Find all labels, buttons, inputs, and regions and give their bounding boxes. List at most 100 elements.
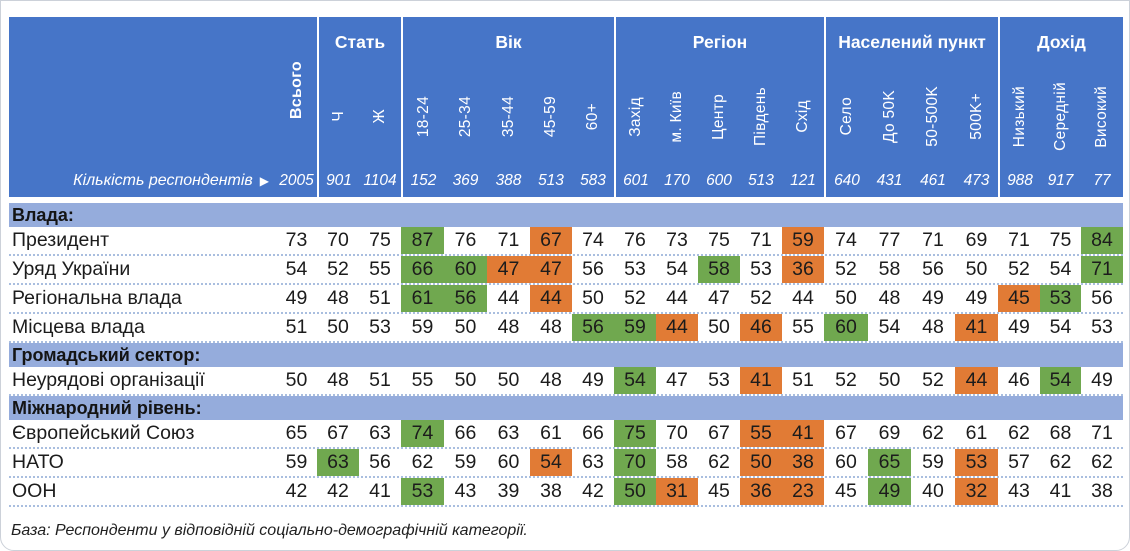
value-cell: 40: [922, 480, 944, 502]
respondent-count: 513: [748, 171, 774, 189]
table-row: Місцева влада 51 50 53 59 50 48 48 56 59 44 50 46 55 6…: [9, 314, 1123, 343]
value-cell: 71: [922, 229, 944, 251]
column-header: 500K+: [955, 69, 998, 164]
value-cell: 46: [1008, 369, 1030, 391]
value-cell: 48: [922, 316, 944, 338]
column-header-label: 50-500K: [924, 86, 941, 147]
value-cell: 67: [835, 422, 857, 444]
respondent-count: 121: [790, 171, 816, 189]
value-cell: 51: [369, 287, 391, 309]
value-cell: 69: [965, 229, 988, 251]
column-header: Ж: [359, 69, 401, 164]
value-cell: 63: [369, 422, 391, 444]
value-cell: 47: [708, 287, 730, 309]
column-header-label: 25-34: [456, 95, 474, 138]
value-cell: 60: [497, 451, 520, 473]
value-cell: 49: [1008, 316, 1030, 338]
value-cell: 44: [497, 287, 520, 309]
table-header: Всього Кількість респондентів ▶ Стать Ч Ж Ві…: [9, 17, 1123, 197]
value-cell: 71: [497, 229, 520, 251]
table-row: Президент 73 70 75 87 76 71 67 74 76 73 75 71 59 74 77 7…: [9, 227, 1123, 256]
value-cell: 38: [782, 449, 824, 476]
respondent-count: 461: [920, 171, 946, 189]
value-cell: 48: [327, 287, 349, 309]
value-cell: 51: [792, 369, 814, 391]
value-cell: 41: [782, 420, 824, 447]
value-cell: 56: [582, 258, 604, 280]
table-row: НАТО 59 63 56 62 59 60 54 63 70 58 62 50 38 60 65 59 53 57…: [9, 449, 1123, 478]
value-cell: 62: [708, 451, 730, 473]
group-label: Дохід: [998, 17, 1123, 69]
value-cell: 56: [572, 314, 614, 341]
value-cell: 42: [327, 480, 349, 502]
value-cell: 50: [708, 316, 730, 338]
value-cell: 67: [327, 422, 349, 444]
respondent-count: 1104: [363, 171, 397, 189]
value-cell: 42: [285, 480, 308, 502]
value-cell: 45: [708, 480, 730, 502]
value-cell: 52: [750, 287, 772, 309]
respondent-count: 901: [317, 164, 359, 197]
group-label: Населений пункт: [824, 17, 998, 69]
value-cell: 67: [708, 422, 730, 444]
value-cell: 50: [285, 369, 308, 391]
value-cell: 55: [411, 369, 434, 391]
column-header: 50-500K: [911, 69, 955, 164]
value-cell: 61: [965, 422, 988, 444]
value-cell: 84: [1081, 227, 1123, 254]
row-label: Місцева влада: [12, 316, 145, 338]
value-cell: 69: [878, 422, 901, 444]
value-cell: 57: [1008, 451, 1030, 473]
value-cell: 61: [401, 285, 444, 312]
value-cell: 47: [666, 369, 688, 391]
row-label: Європейський Союз: [12, 422, 195, 444]
value-cell: 48: [497, 316, 520, 338]
respondents-count-label: Кількість респондентів ▶: [9, 164, 276, 197]
value-cell: 53: [1091, 316, 1113, 338]
value-cell: 77: [878, 229, 901, 251]
value-cell: 59: [454, 451, 477, 473]
value-cell: 48: [327, 369, 349, 391]
column-header: 25-34: [444, 69, 487, 164]
value-cell: 63: [582, 451, 604, 473]
row-label: ООН: [12, 480, 57, 502]
value-cell: 71: [1008, 229, 1030, 251]
value-cell: 38: [1091, 480, 1113, 502]
value-cell: 74: [835, 229, 857, 251]
column-header: Низький: [998, 69, 1040, 164]
value-cell: 43: [454, 480, 477, 502]
value-cell: 43: [1008, 480, 1030, 502]
value-cell: 53: [369, 316, 391, 338]
value-cell: 50: [878, 369, 901, 391]
column-header: Село: [824, 69, 868, 164]
value-cell: 52: [835, 258, 857, 280]
value-cell: 70: [614, 449, 656, 476]
value-cell: 46: [740, 314, 782, 341]
respondent-count: 2005: [279, 171, 314, 189]
value-cell: 66: [582, 422, 604, 444]
value-cell: 59: [285, 451, 308, 473]
value-cell: 41: [740, 367, 782, 394]
value-cell: 47: [530, 256, 572, 283]
column-header-label: 18-24: [414, 95, 432, 138]
column-header: м. Київ: [656, 69, 698, 164]
value-cell: 62: [922, 422, 944, 444]
value-cell: 49: [285, 287, 308, 309]
column-header: 35-44: [487, 69, 530, 164]
value-cell: 66: [454, 422, 477, 444]
value-cell: 53: [1040, 285, 1081, 312]
value-cell: 23: [782, 478, 824, 505]
respondent-count: 473: [963, 171, 990, 189]
value-cell: 54: [614, 367, 656, 394]
total-column-label: Всього: [287, 61, 305, 120]
column-header: 18-24: [401, 69, 444, 164]
value-cell: 71: [1091, 422, 1113, 444]
column-header-label: Схід: [794, 100, 811, 133]
value-cell: 55: [740, 420, 782, 447]
value-cell: 62: [1091, 451, 1113, 473]
value-cell: 68: [1049, 422, 1072, 444]
group-label: Вік: [401, 17, 614, 69]
respondent-count: 600: [706, 171, 732, 189]
value-cell: 73: [666, 229, 688, 251]
column-header-label: Центр: [710, 93, 727, 140]
